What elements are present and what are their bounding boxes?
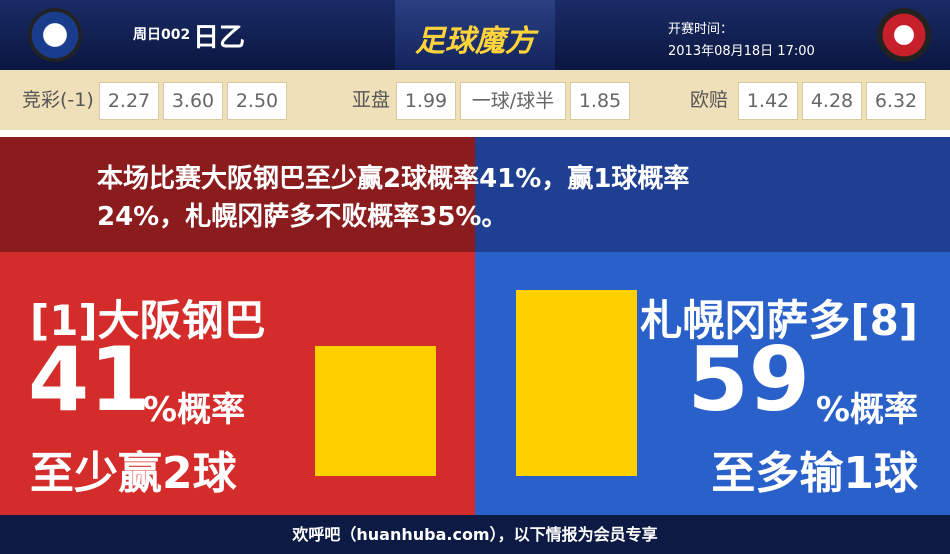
footer: 欢呼吧（huanhuba.com），以下情报为会员专享	[0, 515, 950, 554]
header: 周日002 日乙 足球魔方 开赛时间： 2013年08月18日 17:00	[0, 0, 950, 70]
unit: %概率	[815, 390, 918, 430]
odds-value: 3.60	[163, 82, 223, 120]
summary-bg-left	[0, 137, 475, 252]
brand-box	[395, 0, 555, 70]
odds-value: 4.28	[802, 82, 862, 120]
outcome: 至多输1球	[711, 448, 918, 499]
summary: 本场比赛大阪钢巴至少赢2球概率41%，赢1球概率24%，札幌冈萨多不败概率35%…	[97, 164, 690, 232]
odds-value: 2.50	[227, 82, 287, 120]
odds-line: 一球/球半	[460, 82, 566, 120]
odds-value: 1.42	[738, 82, 798, 120]
odds-value: 1.85	[570, 82, 630, 120]
odds-row: 竞彩(-1) 2.27 3.60 2.50 亚盘 1.99 一球/球半 1.85…	[0, 70, 950, 130]
odds-value: 6.32	[866, 82, 926, 120]
summary-bg-right	[475, 137, 950, 252]
home-panel: [1]大阪钢巴 41 %概率 至少赢2球	[0, 252, 475, 515]
bar	[516, 289, 637, 476]
odds-value: 1.99	[396, 82, 456, 120]
league: 日乙	[193, 23, 246, 53]
bar	[315, 346, 436, 476]
odds-value: 2.27	[99, 82, 159, 120]
kickoff-label: 开赛时间：	[668, 22, 734, 37]
brand: 足球魔方	[415, 24, 535, 59]
team: [1]大阪钢巴	[30, 296, 266, 345]
outcome: 至少赢2球	[30, 448, 237, 499]
odds-label: 亚盘	[352, 89, 391, 111]
unit: %概率	[143, 390, 246, 430]
odds-label: 竞彩(-1)	[22, 89, 94, 111]
home-logo	[28, 8, 82, 62]
odds-label: 欧赔	[690, 89, 729, 111]
percent: 41	[28, 328, 151, 431]
match-no: 周日002	[133, 27, 191, 43]
percent: 59	[687, 328, 810, 431]
away-panel: 札幌冈萨多[8] 59 %概率 至多输1球	[475, 252, 950, 515]
away-logo	[877, 8, 931, 62]
kickoff-time: 2013年08月18日 17:00	[668, 44, 815, 59]
team: 札幌冈萨多[8]	[640, 296, 918, 345]
